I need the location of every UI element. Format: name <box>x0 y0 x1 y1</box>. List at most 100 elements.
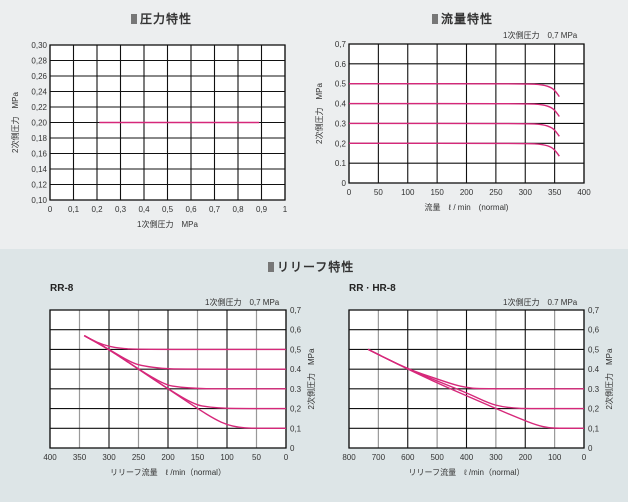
y-axis-label: 2次側圧力 MPa <box>314 83 324 144</box>
x-tick-label: 350 <box>548 188 562 197</box>
curve-set-0.2 <box>349 142 561 157</box>
x-tick-label: 0 <box>347 188 352 197</box>
flow-chart: 0 50 100 150 200 250 300 350 400 0 0.1 0,2 0.3 0.4 0.5… <box>314 40 591 212</box>
rr8-inlet-pressure-note: 1次側圧力 0,7 MPa <box>205 298 280 307</box>
flow-section-title: 流量特性 <box>432 10 493 27</box>
y-tick-label: 0,20 <box>31 119 47 128</box>
x-tick-label: 300 <box>102 453 116 462</box>
y-tick-label: 0,7 <box>290 306 302 315</box>
y-axis-label: 2次側圧力 MPa <box>306 348 316 409</box>
y-tick-label: 0,18 <box>31 134 47 143</box>
y-tick-label: 0,14 <box>31 165 47 174</box>
y-tick-label: 0,6 <box>588 326 600 335</box>
x-tick-label: 100 <box>220 453 234 462</box>
pressure-chart: 0 0,1 0,2 0,3 0,4 0,5 0,6 0,7 0,8 0,9 1 0,10 0,12 0,1… <box>10 41 288 229</box>
y-tick-label: 0,1 <box>290 424 302 433</box>
x-tick-label: 300 <box>519 188 533 197</box>
x-tick-label: 0,4 <box>138 205 150 214</box>
x-tick-label: 0 <box>48 205 53 214</box>
y-tick-label: 0,28 <box>31 57 47 66</box>
x-tick-label: 100 <box>548 453 562 462</box>
curve-set-0.4 <box>349 102 561 118</box>
curve-set-0.1 <box>367 348 584 429</box>
x-tick-label: 0,5 <box>162 205 174 214</box>
y-tick-label: 0.3 <box>588 385 600 394</box>
y-tick-label: 0.5 <box>335 80 347 89</box>
y-tick-label: 0,1 <box>588 424 600 433</box>
y-tick-label: 0,7 <box>335 40 347 49</box>
y-axis-label: 2次側圧力 MPa <box>10 92 20 153</box>
rrhr8-inlet-pressure-note: 1次側圧力 0.7 MPa <box>503 298 578 307</box>
x-tick-label: 50 <box>252 453 261 462</box>
x-tick-label: 0 <box>582 453 587 462</box>
rr8-chart-title: RR-8 <box>50 283 74 294</box>
x-axis-label: リリーフ流量 ℓ /min（normal） <box>110 467 226 477</box>
x-tick-label: 50 <box>374 188 383 197</box>
relief-section-title: リリーフ特性 <box>268 258 354 275</box>
y-tick-label: 0,16 <box>31 150 47 159</box>
y-tick-label: 0,5 <box>290 345 302 354</box>
y-tick-label: 0,30 <box>31 41 47 50</box>
y-tick-label: 0,2 <box>335 139 347 148</box>
x-tick-label: 0,3 <box>115 205 127 214</box>
curve-set-0.1 <box>83 335 286 429</box>
x-tick-label: 600 <box>401 453 415 462</box>
relief_rr8-chart: 400 350 300 250 200 150 100 50 00 0,1 0,2 0.3 0.4 0,5… <box>43 306 316 477</box>
y-tick-label: 0.4 <box>290 365 302 374</box>
x-tick-label: 150 <box>430 188 444 197</box>
y-tick-label: 0.6 <box>335 60 347 69</box>
x-tick-label: 0,2 <box>91 205 103 214</box>
y-tick-label: 0,12 <box>31 181 47 190</box>
y-tick-label: 0,26 <box>31 72 47 81</box>
y-tick-label: 0.3 <box>290 385 302 394</box>
relief_rrhr8-chart: 800 700 600 500 400 300 200 100 00 0,1 0,2 0.3 0.4 0,… <box>342 306 614 477</box>
x-tick-label: 200 <box>519 453 533 462</box>
x-tick-label: 0,8 <box>232 205 244 214</box>
y-tick-label: 0.4 <box>588 365 600 374</box>
x-tick-label: 400 <box>43 453 57 462</box>
y-tick-label: 0 <box>342 179 347 188</box>
x-tick-label: 800 <box>342 453 356 462</box>
y-tick-label: 0,2 <box>588 405 600 414</box>
y-tick-label: 0,10 <box>31 196 47 205</box>
title-marker-icon <box>432 14 438 24</box>
y-tick-label: 0.1 <box>335 159 347 168</box>
x-tick-label: 250 <box>132 453 146 462</box>
y-tick-label: 0,6 <box>290 326 302 335</box>
x-tick-label: 200 <box>161 453 175 462</box>
x-tick-label: 0,1 <box>68 205 80 214</box>
x-tick-label: 400 <box>577 188 591 197</box>
pressure-section-title: 圧力特性 <box>131 10 192 27</box>
x-tick-label: 500 <box>430 453 444 462</box>
y-tick-label: 0,2 <box>290 405 302 414</box>
title-marker-icon <box>131 14 137 24</box>
y-tick-label: 0.4 <box>335 100 347 109</box>
x-tick-label: 0 <box>284 453 289 462</box>
x-tick-label: 400 <box>460 453 474 462</box>
x-tick-label: 200 <box>460 188 474 197</box>
title-marker-icon <box>268 262 274 272</box>
curve-set-0.5 <box>349 83 561 98</box>
x-tick-label: 0,9 <box>256 205 268 214</box>
x-tick-label: 300 <box>489 453 503 462</box>
x-tick-label: 700 <box>372 453 386 462</box>
x-tick-label: 250 <box>489 188 503 197</box>
x-axis-label: 流量 ℓ / min (normal) <box>425 202 509 212</box>
y-tick-label: 0 <box>588 444 593 453</box>
curve-set-0.3 <box>349 122 561 138</box>
y-tick-label: 0,7 <box>588 306 600 315</box>
x-tick-label: 0,7 <box>209 205 221 214</box>
x-tick-label: 100 <box>401 188 415 197</box>
x-tick-label: 1 <box>283 205 288 214</box>
y-tick-label: 0,24 <box>31 88 47 97</box>
y-tick-label: 0,5 <box>588 345 600 354</box>
y-axis-label: 2次側圧力 MPa <box>604 348 614 409</box>
x-tick-label: 350 <box>73 453 87 462</box>
x-tick-label: 0,6 <box>185 205 197 214</box>
flow-inlet-pressure-note: 1次側圧力 0,7 MPa <box>503 31 578 40</box>
x-axis-label: 1次側圧力 MPa <box>137 219 198 229</box>
y-tick-label: 0,22 <box>31 103 47 112</box>
y-tick-label: 0.3 <box>335 119 347 128</box>
rrhr8-chart-title: RR · HR-8 <box>349 283 396 294</box>
